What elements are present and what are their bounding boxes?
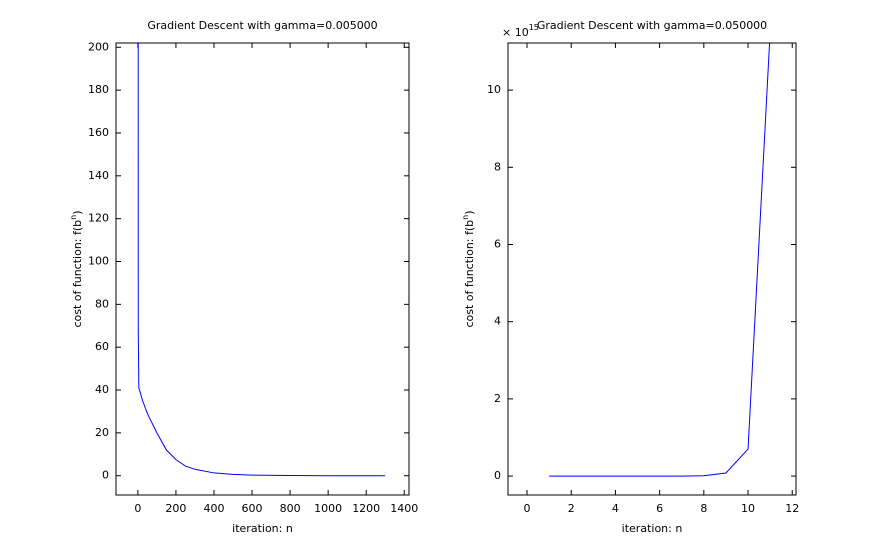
y-tick-label: 6 <box>494 237 501 250</box>
y-label-sup: n <box>461 215 470 220</box>
y-tick-label: 4 <box>494 315 501 328</box>
x-tick-label: 4 <box>612 502 619 515</box>
y-axis-label: cost of function: f(bn) <box>461 210 477 327</box>
x-tick-label: 2 <box>568 502 575 515</box>
x-tick-label: 0 <box>524 502 531 515</box>
x-tick-label: 6 <box>656 502 663 515</box>
x-axis-label: iteration: n <box>622 522 683 535</box>
x-tick-label: 1200 <box>352 502 380 515</box>
y-tick-label: 20 <box>95 426 109 439</box>
axes-box <box>507 42 797 496</box>
y-tick-label: 140 <box>88 169 109 182</box>
x-tick-label: 12 <box>785 502 799 515</box>
x-tick-label: 800 <box>280 502 301 515</box>
y-tick-label: 120 <box>88 212 109 225</box>
chart-title: Gradient Descent with gamma=0.050000 <box>537 19 767 32</box>
y-tick-label: 160 <box>88 126 109 139</box>
x-tick-label: 1400 <box>390 502 418 515</box>
y-tick-label: 0 <box>102 469 109 482</box>
data-line <box>549 43 771 477</box>
y-tick-label: 2 <box>494 392 501 405</box>
x-tick-label: 400 <box>203 502 224 515</box>
y-label-main: cost of function: f(b <box>71 220 84 328</box>
y-tick-label: 8 <box>494 160 501 173</box>
y-tick-label: 180 <box>88 83 109 96</box>
y-tick-label: 200 <box>88 40 109 53</box>
y-tick-label: 100 <box>88 255 109 268</box>
chart-title: Gradient Descent with gamma=0.005000 <box>147 19 377 32</box>
y-multiplier-base: × 10 <box>502 26 529 39</box>
y-label-end: ) <box>463 210 476 214</box>
x-axis-label: iteration: n <box>232 522 293 535</box>
x-tick-label: 600 <box>242 502 263 515</box>
x-tick-label: 8 <box>700 502 707 515</box>
x-tick-label: 0 <box>134 502 141 515</box>
x-tick-label: 1000 <box>314 502 342 515</box>
y-multiplier: × 1015 <box>502 23 539 40</box>
y-label-sup: n <box>69 215 78 220</box>
y-label-end: ) <box>71 210 84 214</box>
y-tick-label: 60 <box>95 340 109 353</box>
y-tick-label: 0 <box>494 469 501 482</box>
y-label-main: cost of function: f(b <box>463 220 476 328</box>
data-line <box>137 43 386 477</box>
y-tick-label: 80 <box>95 297 109 310</box>
x-tick-label: 10 <box>741 502 755 515</box>
axes-box <box>115 42 410 496</box>
y-tick-label: 10 <box>487 83 501 96</box>
y-tick-label: 40 <box>95 383 109 396</box>
x-tick-label: 200 <box>165 502 186 515</box>
y-axis-label: cost of function: f(bn) <box>69 210 85 327</box>
y-multiplier-exp: 15 <box>529 23 539 32</box>
